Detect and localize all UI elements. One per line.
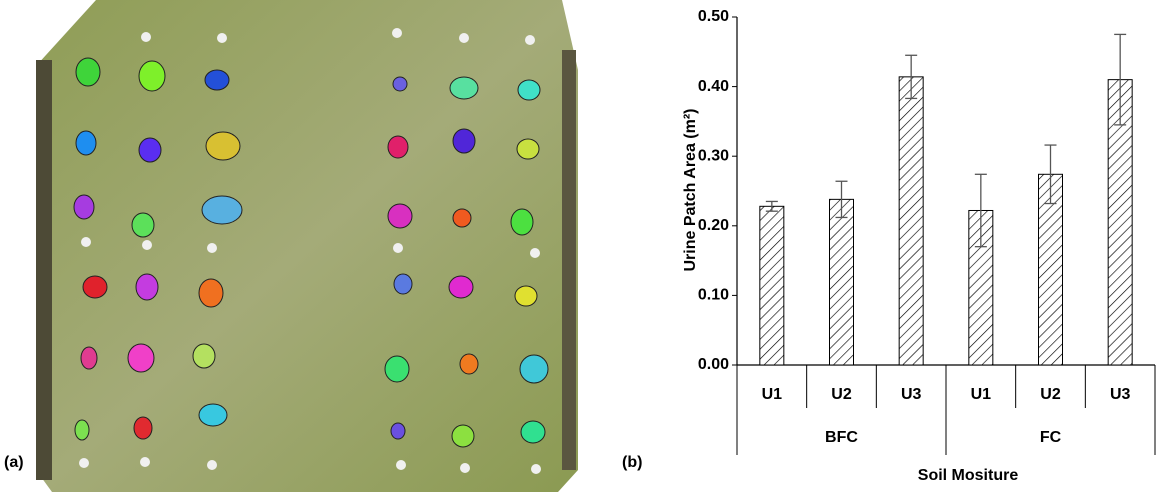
- x-axis-title: Soil Mositure: [918, 467, 1019, 484]
- y-tick-label: 0.00: [698, 356, 729, 373]
- y-tick-label: 0.10: [698, 287, 729, 304]
- bar: [760, 206, 784, 365]
- x-tick-label: U2: [1040, 386, 1061, 403]
- group-label: BFC: [825, 429, 858, 446]
- figure: (a) (b) Urine Patch Area (m²) Soil Mosit…: [0, 0, 1167, 492]
- y-tick-label: 0.30: [698, 147, 729, 164]
- group-label: FC: [1040, 429, 1062, 446]
- y-tick-label: 0.40: [698, 78, 729, 95]
- x-tick-label: U1: [971, 386, 992, 403]
- bar: [899, 77, 923, 365]
- panel-label: (a): [4, 454, 24, 471]
- x-tick-label: U3: [1110, 386, 1131, 403]
- bar: [830, 199, 854, 365]
- y-axis-title: Urine Patch Area (m²): [682, 109, 699, 272]
- panel-label: (b): [622, 454, 642, 471]
- y-tick-label: 0.50: [698, 8, 729, 25]
- x-tick-label: U1: [762, 386, 783, 403]
- x-tick-label: U3: [901, 386, 922, 403]
- x-tick-label: U2: [831, 386, 852, 403]
- aerial-photo: [36, 0, 578, 492]
- y-tick-label: 0.20: [698, 217, 729, 234]
